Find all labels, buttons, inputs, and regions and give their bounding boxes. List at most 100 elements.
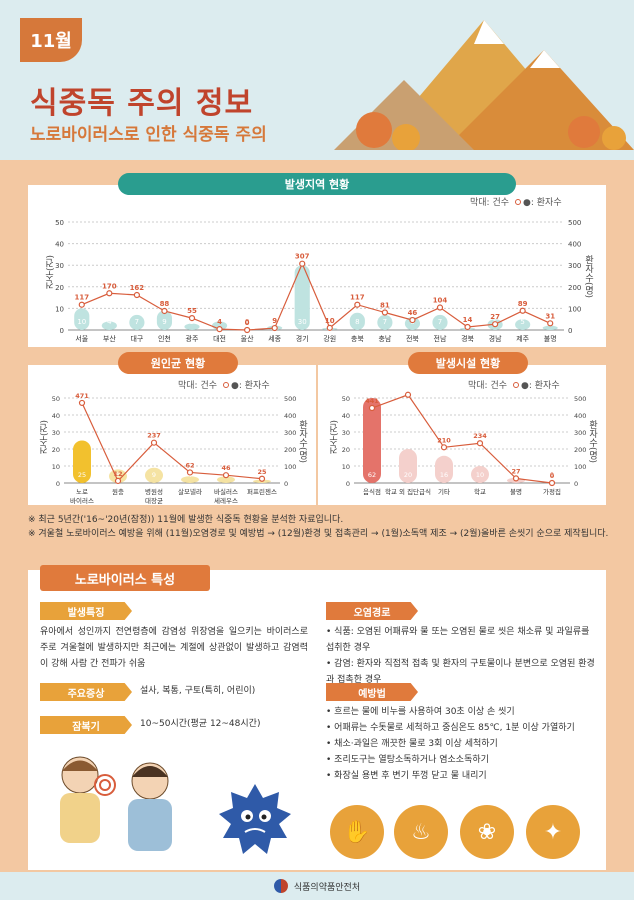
x-tick-label: 충북 <box>351 334 364 343</box>
bar <box>294 265 310 330</box>
bar-value-label: 1 <box>465 318 469 326</box>
y2-tick-label: 200 <box>568 284 581 292</box>
bar <box>181 476 199 483</box>
patient-value-label: 117 <box>350 294 365 302</box>
x-tick-label: 병원성 <box>145 487 163 496</box>
patient-value-label: 9 <box>272 317 277 325</box>
bar-value-label: 62 <box>368 471 376 479</box>
bar-value-label: 4 <box>107 318 112 326</box>
bar <box>73 440 91 483</box>
route-item: • 감염: 환자와 직접적 접촉 및 환자의 구토물이나 분변으로 오염된 환경… <box>326 659 595 685</box>
symptoms-text: 설사, 복통, 구토(특히, 어린이) <box>140 686 256 696</box>
sick-people-illustration <box>60 756 172 851</box>
x-tick-label: 학교 외 집단급식 <box>385 487 431 496</box>
patient-value-label: 89 <box>518 300 528 308</box>
y-tick-label: 10 <box>55 305 64 313</box>
patient-value-label: 234 <box>473 432 487 440</box>
patient-value-label: 170 <box>102 282 117 290</box>
patient-value-label: 81 <box>380 302 390 310</box>
bar-value-label: 7 <box>135 318 139 326</box>
patient-dot-icon <box>513 382 520 388</box>
patient-point <box>354 301 361 308</box>
y2-tick-label: 300 <box>284 429 296 437</box>
y-tick-label: 0 <box>56 480 60 488</box>
patient-value-label: 471 <box>75 392 89 400</box>
y2-tick-label: 500 <box>568 219 581 227</box>
x-tick-label: 음식점 <box>363 487 381 496</box>
bar-value-label: 3 <box>514 471 518 479</box>
x-tick-label: 학교 <box>474 487 486 496</box>
y-tick-label: 20 <box>55 284 64 292</box>
y2-tick-label: 500 <box>574 395 586 403</box>
legend-patients: ●: 환자수 <box>521 381 560 391</box>
bar <box>542 325 558 330</box>
virus-icon <box>219 784 291 854</box>
patient-value-label: 0 <box>245 319 250 327</box>
vegetable-washing-icon: ❀ <box>460 805 514 859</box>
bar-value-label: 30 <box>298 318 307 326</box>
y-tick-label: 50 <box>55 219 64 227</box>
patient-value-label: 25 <box>257 468 267 476</box>
prevention-item: • 어패류는 수돗물로 세척하고 중심온도 85℃, 1분 이상 가열하기 <box>326 723 575 733</box>
x-tick-label: 원충 <box>112 487 124 496</box>
bar-value-label: 3 <box>190 318 194 326</box>
patient-point <box>404 391 412 398</box>
patient-point <box>409 316 416 324</box>
footer: 식품의약품안전처 <box>0 872 634 900</box>
y2-tick-label: 100 <box>568 305 581 313</box>
x-tick-label: 바실러스 <box>214 487 238 496</box>
tag-features: 발생특징 <box>40 602 132 620</box>
patient-value-label: 519 <box>401 390 415 392</box>
bar <box>515 319 531 330</box>
patient-point <box>244 326 251 334</box>
bar-value-label: 20 <box>404 471 412 479</box>
x-tick-label: 살모넬라 <box>178 487 202 496</box>
x-tick-label: 대장균 <box>145 496 163 505</box>
bar <box>399 449 417 483</box>
region-chart-legend: 막대: 건수 ●: 환자수 <box>470 195 562 208</box>
x-tick-label: 불명 <box>544 334 557 343</box>
y2-tick-label: 100 <box>574 463 586 471</box>
x-tick-label: 서울 <box>75 334 88 343</box>
bar <box>471 466 489 483</box>
patient-value-label: 12 <box>113 470 122 478</box>
patient-value-label: 441 <box>365 397 379 405</box>
bar-value-label: 8 <box>116 471 120 479</box>
bar <box>101 321 117 330</box>
patient-dot-icon <box>223 382 230 388</box>
patient-point <box>492 321 499 328</box>
y2-tick-label: 300 <box>574 429 586 437</box>
x-tick-label: 경기 <box>296 334 309 343</box>
y2-tick-label: 100 <box>284 463 296 471</box>
patient-point <box>464 323 471 331</box>
prevention-list: • 흐르는 물에 비누를 사용하여 30초 이상 손 씻기 • 어패류는 수돗물… <box>326 704 598 784</box>
bar-value-label: 9 <box>162 318 166 326</box>
bar-value-label: 25 <box>78 471 86 479</box>
y-tick-label: 50 <box>342 395 350 403</box>
y-tick-label: 20 <box>52 446 60 454</box>
route-item: • 식품: 오염된 어패류와 물 또는 오염된 물로 씻은 채소류 및 과일류를… <box>326 627 590 653</box>
route-list: • 식품: 오염된 어패류와 물 또는 오염된 물로 씻은 채소류 및 과일류를… <box>326 624 598 688</box>
patient-value-label: 46 <box>408 309 418 317</box>
bar <box>432 314 448 330</box>
patient-point <box>548 479 556 487</box>
bar <box>377 314 393 330</box>
prevention-item: • 화장실 용변 후 변기 뚜껑 닫고 물 내리기 <box>326 771 487 781</box>
x-tick-label: 충남 <box>378 334 391 343</box>
page-subtitle: 노로바이러스로 인한 식중독 주의 <box>30 125 267 145</box>
patient-point <box>258 475 266 482</box>
agency-name: 식품의약품안전처 <box>293 882 361 893</box>
y-tick-label: 30 <box>342 429 350 437</box>
patient-point <box>299 260 306 267</box>
patient-point <box>106 290 113 297</box>
x-tick-label: 노로 <box>76 488 88 496</box>
patient-point <box>186 469 194 476</box>
y-tick-label: 0 <box>346 480 350 488</box>
utensil-sanitizing-icon: ✦ <box>526 805 580 859</box>
patient-value-label: 10 <box>325 317 335 325</box>
region-ylabel-right: 환자수(명) <box>583 255 593 299</box>
tag-symptoms: 주요증상 <box>40 683 132 701</box>
patient-value-label: 237 <box>147 432 161 440</box>
y2-tick-label: 400 <box>574 412 586 420</box>
